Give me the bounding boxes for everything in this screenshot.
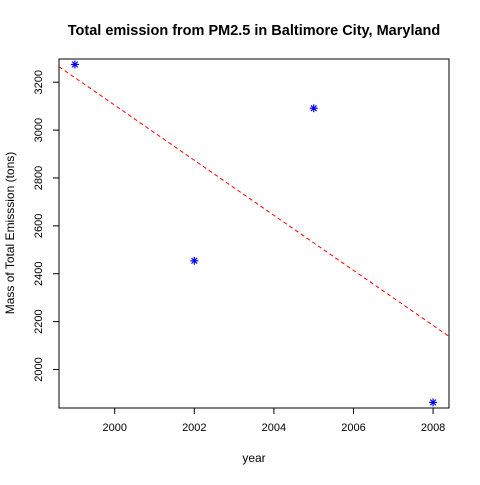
x-tick-label: 2000: [102, 422, 126, 434]
chart-title: Total emission from PM2.5 in Baltimore C…: [68, 23, 441, 39]
trend-line-layer: [58, 66, 450, 337]
y-tick-label: 2200: [33, 309, 45, 333]
y-tick-label: 2000: [33, 357, 45, 381]
data-point: [190, 256, 199, 265]
x-tick-label: 2008: [421, 422, 445, 434]
x-axis-label: year: [242, 451, 265, 465]
y-tick-label: 3200: [33, 70, 45, 94]
data-points: [70, 60, 438, 407]
x-tick-label: 2006: [341, 422, 365, 434]
plot-frame: [58, 58, 450, 409]
data-point: [70, 60, 79, 69]
x-tick-label: 2004: [262, 422, 286, 434]
trend-line: [58, 66, 450, 337]
y-axis-label: Mass of Total Emisssion (tons): [3, 152, 17, 315]
x-axis: 2000 2002 2004 2006 2008: [102, 408, 445, 434]
y-tick-label: 2400: [33, 261, 45, 285]
data-point: [429, 398, 438, 407]
y-axis: 2000 2200 2400 2600 2800 3000 3200: [33, 70, 59, 382]
y-tick-label: 2800: [33, 166, 45, 190]
x-tick-label: 2002: [182, 422, 206, 434]
data-point: [309, 104, 318, 113]
y-tick-label: 2600: [33, 214, 45, 238]
y-tick-label: 3000: [33, 118, 45, 142]
